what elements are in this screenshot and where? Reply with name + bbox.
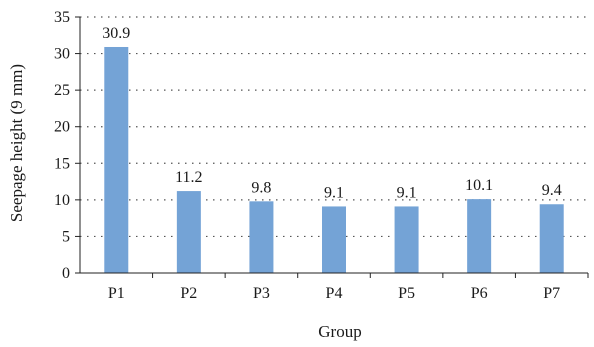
x-tick-label: P7 [543,285,560,302]
y-tick-label: 20 [54,119,70,136]
x-tick-label: P4 [326,285,343,302]
y-tick-label: 35 [54,9,70,26]
x-tick-label: P1 [108,285,125,302]
axes: 0 5 10 15 20 25 30 35 P1 P2 P3 P4 P5 P6 P7 [54,9,589,302]
bar-p7 [539,204,564,273]
data-label-p2: 11.2 [175,169,202,186]
data-label-p3: 9.8 [251,179,271,196]
bar-p1 [104,46,129,273]
x-tick-label: P2 [180,285,197,302]
labels: 30.9 11.2 9.8 9.1 9.1 10.1 9.4 [102,25,561,201]
y-tick-label: 10 [54,192,70,209]
bar-p4 [322,206,346,273]
data-label-p7: 9.4 [542,182,562,199]
y-tick-label: 0 [62,265,70,282]
x-tick-label: P5 [398,285,415,302]
y-tick-label: 25 [54,82,70,99]
bars [104,46,564,273]
y-axis-title: Seepage height (9 mm) [7,64,26,222]
bar-p6 [467,199,492,273]
x-axis-title: Group [318,322,361,341]
bar-p2 [176,191,201,273]
data-label-p6: 10.1 [465,177,493,194]
y-tick-label: 5 [62,228,70,245]
data-label-p4: 9.1 [324,184,344,201]
data-label-p5: 9.1 [397,184,417,201]
gridlines [80,16,588,238]
bar-p5 [394,206,419,273]
x-tick-label: P6 [471,285,488,302]
y-tick-label: 15 [54,155,70,172]
y-tick-label: 30 [54,46,70,63]
bar-p3 [249,201,274,273]
data-label-p1: 30.9 [102,25,130,42]
x-tick-label: P3 [253,285,270,302]
